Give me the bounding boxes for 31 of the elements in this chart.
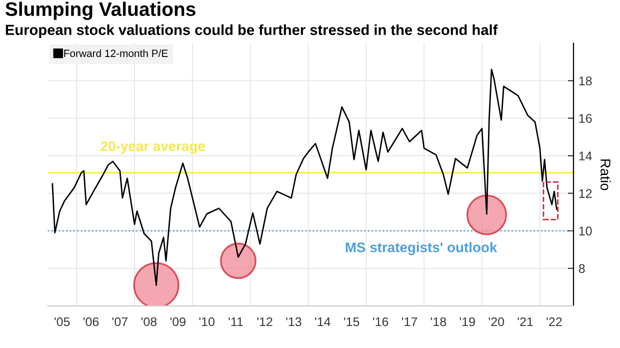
x-tick-label: '10 [199,317,214,326]
y-tick-label: 10 [579,226,592,236]
x-tick-label: '09 [170,317,186,326]
ref-line-label: MS strategists' outlook [346,242,498,256]
x-tick-label: '12 [257,317,272,326]
x-tick-label: '18 [430,317,446,326]
x-tick-label: '08 [141,317,157,326]
x-tick-label: '16 [373,317,388,326]
y-tick-label: 16 [579,114,592,123]
x-tick-label: '21 [518,317,533,326]
x-tick-label: '14 [315,317,330,326]
x-tick-label: '11 [228,317,243,326]
x-tick-label: '07 [112,317,128,326]
y-tick-label: 14 [579,152,592,160]
x-tick-label: '05 [54,317,70,326]
chart-title: Slumping Valuations [6,2,196,20]
x-tick-label: '15 [344,317,360,326]
x-tick-label: '06 [84,317,99,326]
x-tick-label: '17 [402,317,418,326]
x-tick-label: '22 [546,317,562,326]
y-tick-label: 8 [578,264,585,274]
x-tick-label: '20 [488,317,504,326]
ref-line-label: 20-year average [100,141,205,154]
x-tick-label: '13 [286,317,302,326]
x-tick-label: '19 [460,317,475,326]
chart-subtitle: European stock valuations could be further stressed in the second half [6,24,498,38]
legend-label: Forward 12-month P/E [64,49,168,58]
y-tick-label: 18 [579,76,592,86]
y-axis-title: Ratio [600,159,611,190]
line-series [52,68,558,286]
y-tick-label: 12 [579,189,592,198]
